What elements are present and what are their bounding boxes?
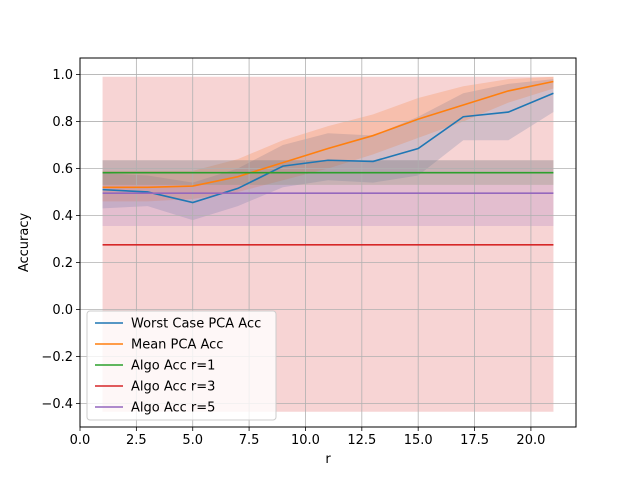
legend-label-2: Mean PCA Acc bbox=[131, 338, 223, 353]
y-tick-label: 0.6 bbox=[52, 162, 73, 177]
x-tick-label: 0.0 bbox=[70, 433, 91, 448]
series-lines bbox=[102, 80, 554, 246]
y-tick-label: 1.0 bbox=[52, 68, 73, 83]
x-tick-label: 7.5 bbox=[239, 433, 260, 448]
x-tick-label: 12.5 bbox=[347, 433, 376, 448]
y-tick-label: 0.8 bbox=[52, 115, 73, 130]
x-tick-label: 5.0 bbox=[182, 433, 203, 448]
y-axis-ticks: −0.4 −0.2 0.0 0.2 0.4 0.6 0.8 1.0 bbox=[41, 68, 80, 412]
y-tick-label: −0.4 bbox=[41, 397, 73, 412]
band-series-2 bbox=[102, 76, 554, 202]
band-series-1 bbox=[102, 79, 554, 221]
x-axis-ticks: 0.0 2.5 5.0 7.5 10.0 12.5 15.0 17.5 20.0 bbox=[70, 427, 545, 448]
x-tick-label: 20.0 bbox=[516, 433, 545, 448]
y-tick-label: −0.2 bbox=[41, 350, 73, 365]
legend-label-3: Algo Acc r=1 bbox=[131, 359, 215, 374]
legend-label-4: Algo Acc r=3 bbox=[131, 380, 215, 395]
y-tick-label: 0.2 bbox=[52, 256, 73, 271]
x-axis-label: r bbox=[325, 452, 331, 467]
legend: Worst Case PCA Acc Mean PCA Acc Algo Acc r… bbox=[86, 310, 277, 421]
y-tick-label: 0.0 bbox=[52, 303, 73, 318]
legend-label-5: Algo Acc r=5 bbox=[131, 401, 215, 416]
line-series-1 bbox=[102, 92, 554, 204]
line-series-2 bbox=[102, 80, 554, 189]
y-tick-label: 0.4 bbox=[52, 209, 73, 224]
x-tick-label: 2.5 bbox=[126, 433, 147, 448]
x-tick-label: 17.5 bbox=[460, 433, 489, 448]
x-tick-label: 10.0 bbox=[291, 433, 320, 448]
legend-label-1: Worst Case PCA Acc bbox=[131, 317, 261, 332]
x-tick-label: 15.0 bbox=[404, 433, 433, 448]
plot-frame bbox=[79, 57, 577, 428]
legend-box bbox=[86, 310, 277, 421]
y-axis-label: Accuracy bbox=[17, 213, 32, 273]
